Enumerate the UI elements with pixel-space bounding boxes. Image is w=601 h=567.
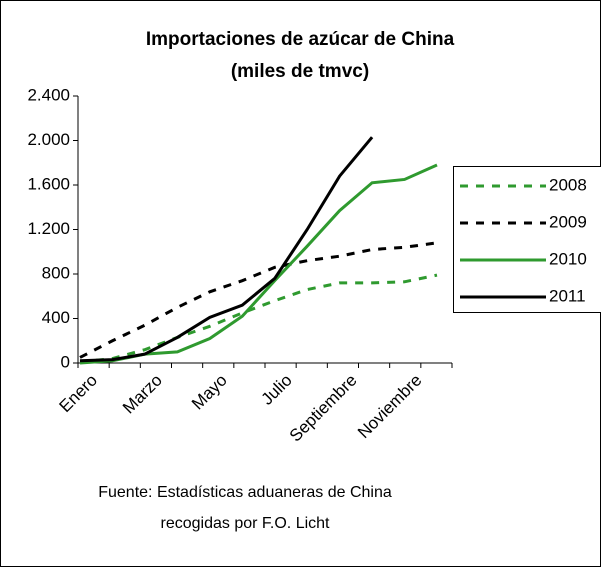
source-note: recogidas por F.O. Licht	[161, 515, 331, 532]
y-tick-label: 800	[42, 263, 70, 282]
y-tick-label: 2.400	[27, 85, 70, 104]
series-line	[79, 273, 438, 364]
legend-label: 2010	[549, 249, 587, 268]
chart-title: Importaciones de azúcar de China	[146, 29, 455, 50]
y-tick-label: 400	[42, 308, 70, 327]
legend-label: 2009	[549, 212, 587, 231]
y-tick-label: 2.000	[27, 130, 70, 149]
legend-box	[453, 166, 601, 313]
series-line	[79, 136, 374, 363]
legend-label: 2011	[549, 286, 586, 305]
chart-subtitle: (miles de tmvc)	[231, 61, 369, 82]
y-tick-label: 1.200	[27, 219, 70, 238]
legend-label: 2008	[549, 175, 587, 194]
source-note: Fuente: Estadísticas aduaneras de China	[98, 484, 392, 501]
series-line	[79, 241, 438, 359]
y-tick-label: 1.600	[27, 174, 70, 193]
y-tick-label: 0	[61, 352, 70, 371]
